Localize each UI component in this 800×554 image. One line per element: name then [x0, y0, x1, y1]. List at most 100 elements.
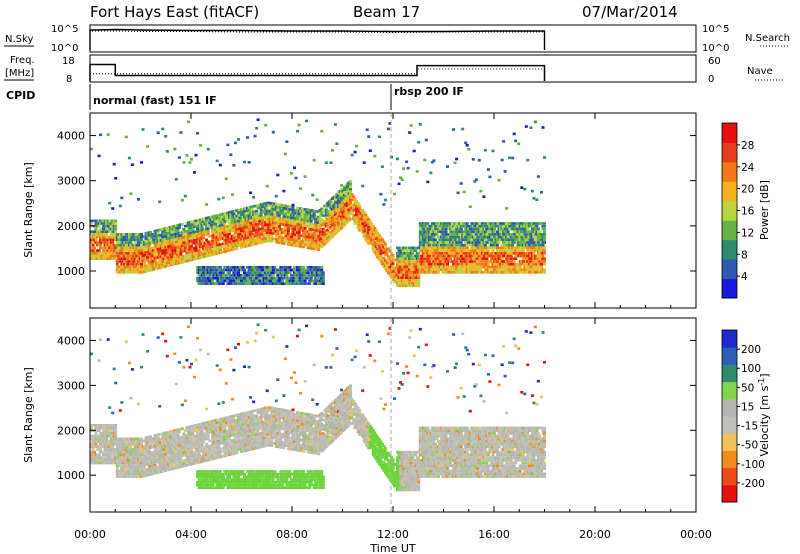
power-cell [291, 279, 295, 283]
power-cell [356, 202, 360, 205]
power-cell [321, 279, 325, 283]
power-cell [536, 254, 540, 258]
power-cell [212, 244, 216, 248]
power-cell [153, 259, 157, 263]
power-cell [229, 279, 233, 283]
power-cell [164, 240, 168, 244]
power-cell [129, 241, 133, 244]
power-cell [321, 214, 325, 217]
power-cell [330, 197, 334, 200]
power-cell [296, 228, 299, 231]
power-cell [347, 197, 351, 201]
power-cell [306, 214, 310, 217]
power-cell [474, 178, 478, 181]
power-cell [373, 248, 377, 252]
power-cell [215, 233, 219, 236]
power-cell [447, 224, 451, 228]
power-cell [226, 274, 230, 277]
power-cell [458, 227, 462, 231]
power-cell [221, 268, 225, 272]
power-cell [220, 279, 224, 283]
power-cell [406, 254, 410, 258]
power-cell [223, 234, 227, 237]
power-cell [176, 229, 180, 233]
power-cell [255, 209, 259, 213]
power-cell [235, 241, 239, 245]
power-cell [196, 276, 200, 280]
power-cell [235, 268, 239, 272]
power-cell [326, 223, 330, 226]
power-cell [458, 230, 462, 233]
freq-panel-frame [89, 54, 697, 83]
power-cell [120, 196, 124, 200]
power-cell [256, 241, 260, 245]
power-ytick-label: 2000 [57, 220, 85, 233]
power-cell [480, 271, 484, 274]
power-cell [488, 230, 492, 233]
power-colorbar-tick-label: 4 [741, 271, 748, 283]
power-cell [324, 161, 328, 164]
power-cell [232, 229, 236, 232]
power-cell [144, 237, 148, 241]
power-cell [497, 241, 501, 244]
power-cell [524, 125, 528, 128]
power-cell [427, 252, 431, 255]
power-cell [436, 271, 440, 274]
power-cell [385, 261, 389, 264]
power-cell [290, 219, 293, 222]
power-cell [496, 224, 499, 228]
power-cell [294, 176, 298, 180]
power-cell [94, 249, 98, 252]
power-cell [417, 262, 421, 266]
power-cell [183, 194, 187, 198]
power-cell [226, 211, 230, 215]
power-cell [256, 268, 260, 272]
power-cell [182, 228, 186, 231]
power-cell [258, 219, 262, 223]
power-cell [215, 241, 219, 244]
power-scatter [90, 118, 546, 288]
power-cell [306, 235, 310, 239]
power-cell [427, 268, 431, 271]
power-cell [252, 229, 256, 233]
power-cell [379, 252, 383, 255]
power-cell [505, 257, 509, 260]
power-cell [518, 227, 522, 231]
power-cell [421, 268, 425, 271]
power-cell [140, 262, 143, 266]
velocity-cell [91, 448, 95, 451]
power-cell [317, 221, 321, 224]
power-cell [306, 246, 310, 250]
power-cell [293, 219, 296, 223]
power-cell [235, 276, 239, 280]
power-cell [194, 233, 198, 236]
power-cell [379, 236, 383, 239]
power-cell [386, 127, 390, 131]
power-cell [447, 235, 451, 239]
power-cell [288, 208, 292, 211]
power-cell [318, 225, 322, 228]
power-cell [417, 252, 421, 255]
power-cell [312, 212, 316, 215]
power-cell [488, 260, 492, 263]
power-cell [406, 257, 410, 260]
power-cell [456, 262, 460, 266]
power-cell [355, 200, 359, 203]
velocity-cell [106, 338, 110, 341]
power-cell [237, 279, 240, 283]
power-cell [320, 210, 324, 213]
power-cell [497, 249, 501, 252]
power-cell [270, 240, 274, 243]
power-cell [493, 227, 496, 231]
power-cell [124, 254, 128, 258]
power-cell [99, 133, 103, 137]
power-cell [508, 238, 512, 242]
power-cell [185, 257, 189, 260]
power-cell [256, 228, 260, 231]
power-cell [391, 267, 395, 271]
power-cell [338, 228, 342, 231]
power-cell [126, 262, 130, 266]
power-cell [205, 216, 209, 220]
power-cell [135, 233, 139, 236]
